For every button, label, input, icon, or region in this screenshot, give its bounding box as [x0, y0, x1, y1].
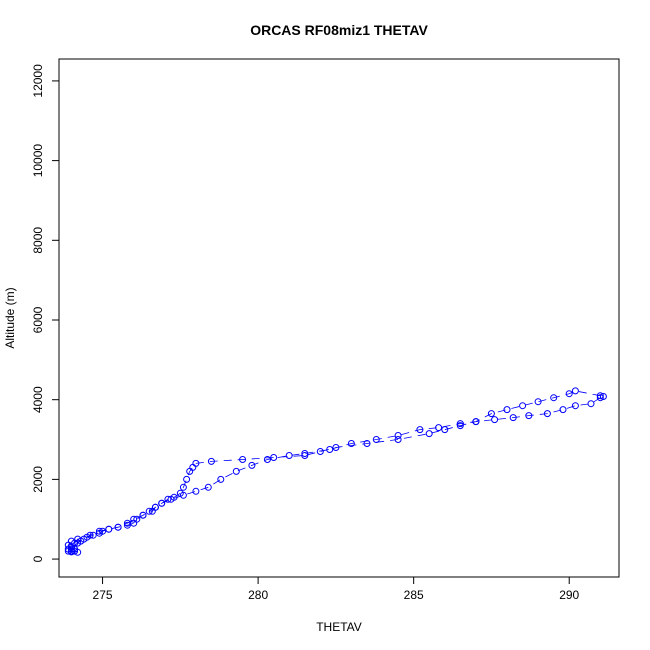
data-point	[80, 535, 88, 543]
series-path	[66, 390, 605, 553]
y-tick-label: 8000	[31, 227, 45, 254]
y-axis-label: Altitude (m)	[3, 287, 17, 348]
data-point	[123, 521, 131, 529]
data-point	[74, 539, 82, 547]
data-point	[99, 527, 107, 535]
x-axis: 275 280 285 290	[93, 576, 580, 602]
data-point	[158, 499, 166, 507]
y-axis: 0 2000 4000 6000 8000 10000 12000	[31, 64, 60, 562]
x-tick-label: 285	[404, 588, 424, 602]
data-point	[179, 491, 187, 499]
data-point	[456, 422, 464, 430]
y-tick-label: 10000	[31, 144, 45, 178]
data-point	[559, 406, 567, 414]
data-point	[326, 446, 334, 453]
y-tick-label: 12000	[31, 64, 45, 98]
plot-frame	[58, 58, 620, 578]
data-point	[301, 450, 309, 457]
data-point	[301, 452, 309, 459]
data-point	[372, 436, 380, 443]
data-point	[239, 456, 247, 463]
y-tick-label: 2000	[31, 466, 45, 493]
x-tick-label: 275	[93, 588, 113, 602]
data-point	[571, 402, 579, 410]
data-point	[67, 547, 75, 555]
data-point	[192, 459, 200, 467]
data-point	[179, 483, 187, 491]
x-tick-label: 280	[248, 588, 268, 602]
data-point	[217, 475, 225, 483]
data-point	[487, 410, 495, 418]
y-tick-label: 4000	[31, 386, 45, 413]
data-point	[534, 398, 542, 406]
data-point	[123, 519, 131, 527]
data-point	[167, 495, 175, 503]
y-tick-label: 0	[31, 555, 45, 562]
data-point	[164, 495, 172, 503]
data-point	[456, 420, 464, 428]
data-point	[543, 410, 551, 418]
data-point	[472, 418, 480, 426]
data-point	[519, 402, 527, 410]
data-point	[425, 430, 433, 438]
series-line	[66, 390, 605, 553]
data-point	[394, 436, 402, 443]
data-point	[435, 424, 443, 432]
data-point	[133, 515, 141, 523]
data-point	[204, 483, 212, 491]
data-point	[509, 414, 517, 422]
data-point	[599, 393, 607, 400]
x-tick-label: 290	[559, 588, 579, 602]
data-point	[74, 548, 82, 556]
data-point	[394, 432, 402, 439]
data-point	[114, 523, 122, 531]
data-point	[232, 467, 240, 475]
data-point	[105, 525, 113, 533]
data-point	[145, 507, 153, 515]
data-point	[363, 440, 371, 447]
data-point	[347, 440, 355, 447]
data-point	[189, 463, 197, 471]
data-point	[130, 515, 138, 523]
data-point	[207, 457, 215, 465]
data-point	[270, 454, 278, 461]
series-points	[64, 387, 607, 556]
data-point	[263, 456, 271, 463]
data-point	[565, 390, 573, 398]
data-point	[285, 452, 293, 459]
data-point	[316, 448, 324, 455]
data-point	[148, 507, 156, 515]
data-point	[587, 400, 595, 408]
data-point	[139, 511, 147, 519]
data-point	[571, 387, 579, 395]
data-point	[416, 426, 424, 434]
chart-title: ORCAS RF08miz1 THETAV	[250, 22, 428, 38]
data-point	[248, 461, 256, 469]
data-point	[550, 394, 558, 402]
data-point	[503, 406, 511, 414]
data-point	[95, 527, 103, 535]
data-point	[183, 475, 191, 483]
data-point	[89, 531, 97, 539]
data-point	[525, 412, 533, 420]
data-point	[332, 444, 340, 451]
data-point	[86, 531, 94, 539]
data-point	[596, 392, 604, 400]
data-point	[192, 487, 200, 495]
y-tick-label: 6000	[31, 306, 45, 333]
data-point	[596, 394, 604, 402]
x-axis-label: THETAV	[316, 620, 362, 634]
data-point	[441, 426, 449, 434]
data-point	[491, 416, 499, 424]
